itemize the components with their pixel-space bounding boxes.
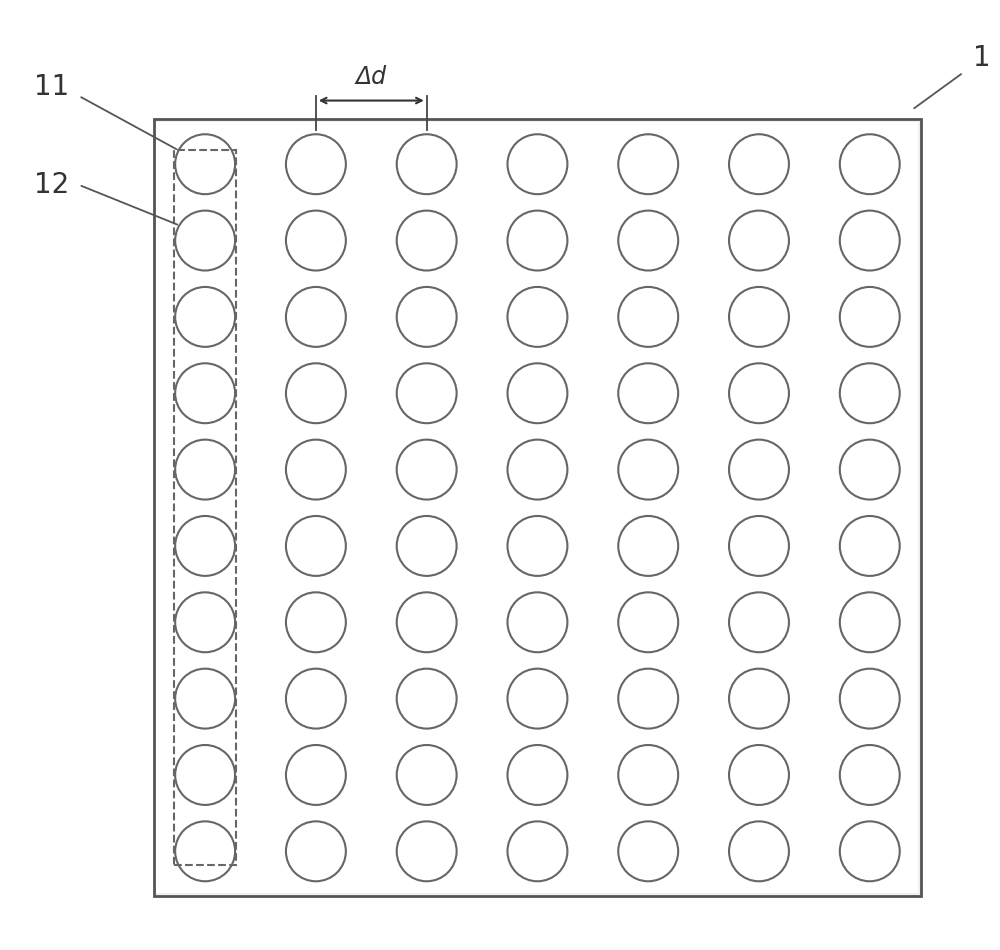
Circle shape	[286, 822, 346, 882]
Circle shape	[286, 287, 346, 347]
Circle shape	[286, 134, 346, 194]
Circle shape	[618, 822, 678, 882]
Circle shape	[729, 822, 789, 882]
Circle shape	[507, 822, 567, 882]
Circle shape	[729, 593, 789, 653]
Circle shape	[729, 516, 789, 576]
Circle shape	[618, 669, 678, 729]
Circle shape	[397, 211, 457, 271]
Circle shape	[175, 440, 235, 500]
Circle shape	[618, 287, 678, 347]
Circle shape	[286, 211, 346, 271]
Circle shape	[618, 745, 678, 805]
Circle shape	[729, 134, 789, 194]
Circle shape	[286, 593, 346, 653]
Circle shape	[507, 593, 567, 653]
Circle shape	[507, 287, 567, 347]
Circle shape	[507, 211, 567, 271]
Circle shape	[618, 593, 678, 653]
Circle shape	[618, 363, 678, 423]
Circle shape	[618, 440, 678, 500]
Circle shape	[840, 669, 900, 729]
Text: 11: 11	[34, 72, 69, 101]
Text: 1: 1	[973, 45, 990, 72]
Circle shape	[175, 669, 235, 729]
Circle shape	[397, 516, 457, 576]
Circle shape	[507, 363, 567, 423]
Circle shape	[729, 440, 789, 500]
Circle shape	[397, 745, 457, 805]
Circle shape	[507, 134, 567, 194]
Circle shape	[729, 363, 789, 423]
Circle shape	[618, 134, 678, 194]
Bar	[154, 120, 921, 896]
Circle shape	[840, 287, 900, 347]
Circle shape	[397, 593, 457, 653]
Circle shape	[397, 440, 457, 500]
Circle shape	[397, 134, 457, 194]
Text: 12: 12	[34, 171, 69, 199]
Circle shape	[840, 593, 900, 653]
Circle shape	[618, 211, 678, 271]
Circle shape	[286, 516, 346, 576]
Circle shape	[175, 211, 235, 271]
Circle shape	[397, 287, 457, 347]
Circle shape	[175, 516, 235, 576]
Circle shape	[840, 745, 900, 805]
Circle shape	[286, 669, 346, 729]
Circle shape	[618, 516, 678, 576]
Circle shape	[507, 440, 567, 500]
Circle shape	[729, 211, 789, 271]
Circle shape	[175, 593, 235, 653]
Circle shape	[286, 440, 346, 500]
Bar	[174, 150, 236, 865]
Circle shape	[397, 363, 457, 423]
Circle shape	[397, 669, 457, 729]
Circle shape	[175, 134, 235, 194]
Circle shape	[840, 211, 900, 271]
Circle shape	[840, 134, 900, 194]
Circle shape	[507, 669, 567, 729]
Circle shape	[840, 440, 900, 500]
Circle shape	[729, 669, 789, 729]
Circle shape	[286, 363, 346, 423]
Text: Δd: Δd	[356, 66, 387, 89]
Circle shape	[175, 363, 235, 423]
Circle shape	[507, 745, 567, 805]
Circle shape	[840, 363, 900, 423]
Circle shape	[175, 287, 235, 347]
Circle shape	[286, 745, 346, 805]
Circle shape	[840, 516, 900, 576]
Circle shape	[175, 822, 235, 882]
Circle shape	[840, 822, 900, 882]
Circle shape	[397, 822, 457, 882]
Circle shape	[507, 516, 567, 576]
Circle shape	[729, 745, 789, 805]
Circle shape	[175, 745, 235, 805]
Bar	[156, 123, 918, 893]
Circle shape	[729, 287, 789, 347]
